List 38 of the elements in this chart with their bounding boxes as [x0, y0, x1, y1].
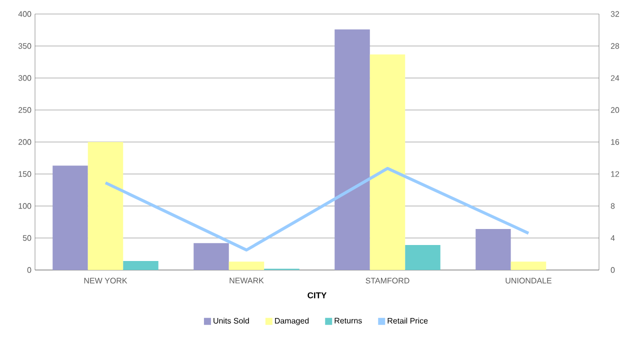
y2-tick-label: 20 — [610, 107, 620, 113]
y2-tick-label: 28 — [610, 43, 620, 49]
x-tick-label: UNIONDALE — [506, 278, 552, 284]
y-tick-label: 0 — [27, 267, 32, 273]
y2-tick-label: 4 — [610, 235, 615, 241]
y2-tick-label: 24 — [610, 75, 620, 81]
y2-tick-label: 8 — [610, 203, 615, 209]
line-series — [104, 166, 530, 252]
y-tick-label: 300 — [18, 75, 32, 81]
y-tick-label: 100 — [18, 203, 32, 209]
y-tick-label: 150 — [18, 171, 32, 177]
bar — [370, 54, 406, 270]
bar — [52, 166, 88, 270]
bar — [194, 243, 229, 270]
y-tick-label: 400 — [18, 11, 32, 17]
y2-tick-label: 12 — [611, 171, 620, 177]
y2-tick-label: 32 — [610, 11, 620, 17]
y2-tick-label: 16 — [611, 139, 620, 145]
y2-tick-label: 0 — [610, 267, 615, 273]
y-tick-label: 250 — [18, 107, 32, 113]
legend-label: Returns — [334, 318, 362, 324]
legend-label: Damaged — [275, 318, 309, 326]
legend-label: Units Sold — [214, 318, 249, 324]
x-tick-label: NEWARK — [230, 278, 264, 284]
bar — [123, 261, 158, 270]
bar — [334, 29, 370, 270]
x-tick-label: NEW YORK — [84, 278, 128, 284]
x-axis-title: CITY — [308, 292, 327, 298]
y-tick-label: 350 — [18, 43, 32, 49]
bar — [476, 229, 511, 270]
legend-label: Retail Price — [388, 318, 428, 324]
bar — [88, 142, 124, 270]
bar — [228, 262, 264, 270]
y-tick-label: 50 — [22, 235, 32, 241]
bar — [510, 262, 546, 270]
bar — [405, 245, 440, 270]
x-tick-label: STAMFORD — [366, 278, 410, 284]
y-tick-label: 200 — [18, 139, 32, 145]
